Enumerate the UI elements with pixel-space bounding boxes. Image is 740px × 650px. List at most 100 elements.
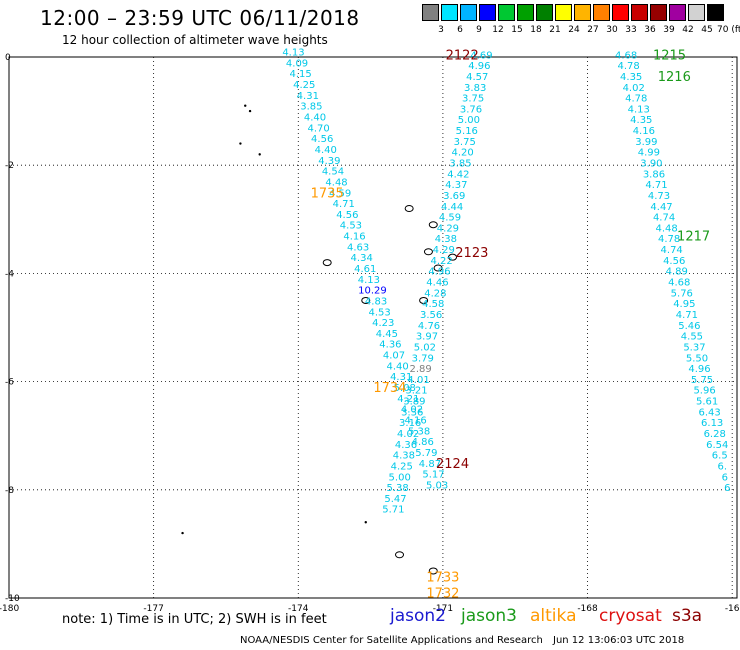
swh-value: 4.46	[426, 278, 448, 289]
swh-value: 4.28	[424, 288, 446, 299]
x-tick-label: -174	[288, 604, 309, 614]
scale-swatch	[517, 4, 534, 21]
swh-value: 6.	[718, 461, 728, 472]
island-marker	[239, 142, 242, 145]
swh-value: 5.03	[426, 480, 448, 491]
swh-value: 4.40	[304, 113, 326, 124]
island-marker	[244, 104, 247, 107]
swh-value: 4.38	[435, 234, 457, 245]
scale-swatch	[422, 4, 439, 21]
scale-label: 18	[530, 25, 542, 35]
swh-value: 4.16	[633, 126, 655, 137]
swh-value: 4.15	[290, 69, 312, 80]
y-tick-label: -10	[5, 594, 20, 604]
x-tick-label: -177	[143, 604, 163, 614]
swh-value: 4.07	[383, 351, 405, 362]
swh-value: 4.96	[468, 61, 490, 72]
swh-value: 4.58	[422, 299, 444, 310]
swh-value: 4.55	[681, 332, 703, 343]
swh-value: 5.00	[389, 472, 411, 483]
scale-label: 70 (ft)	[717, 25, 740, 35]
footer-note: note: 1) Time is in UTC; 2) SWH is in fe…	[62, 612, 327, 627]
swh-value: 4.56	[336, 210, 358, 221]
swh-value: 4.22	[430, 256, 452, 267]
swh-value: 4.45	[376, 329, 398, 340]
swh-value: 4.31	[297, 91, 319, 102]
legend-cryosat: cryosat	[599, 606, 662, 626]
swh-value: 4.37	[445, 180, 467, 191]
swh-value: 4.25	[391, 461, 413, 472]
swh-value: 4.31	[390, 372, 412, 383]
swh-value: 3.16	[399, 418, 421, 429]
swh-value: 3.75	[454, 137, 476, 148]
swh-value: 3.79	[412, 353, 434, 364]
swh-value: 6	[722, 472, 728, 483]
island-outline	[361, 296, 371, 304]
island-outline	[395, 551, 405, 559]
x-tick-label: -168	[577, 604, 598, 614]
scale-label: 36	[644, 25, 656, 35]
swh-value: 4.16	[343, 232, 365, 243]
y-tick-label: 0	[5, 53, 11, 63]
map-subtitle: 12 hour collection of altimeter wave hei…	[62, 33, 328, 47]
swh-value: 3.89	[403, 397, 425, 408]
scale-label: 9	[476, 25, 482, 35]
swh-value: 4.02	[401, 405, 423, 416]
swh-value: 5.16	[456, 126, 478, 137]
swh-value: 4.74	[661, 245, 683, 256]
swh-value: 5.96	[693, 386, 715, 397]
swh-value: 4.78	[625, 94, 647, 105]
swh-value: 5.76	[671, 288, 693, 299]
swh-value: 3.86	[643, 169, 665, 180]
scale-label: 27	[587, 25, 599, 35]
swh-value: 5.46	[678, 321, 700, 332]
track-label: 1733	[426, 570, 459, 585]
x-tick-label: -180	[0, 604, 19, 614]
swh-value: 3.83	[464, 83, 486, 94]
swh-value: 4.87	[419, 459, 441, 470]
swh-value: 4.39	[318, 156, 340, 167]
scale-label: 6	[457, 25, 463, 35]
scale-swatch	[688, 4, 705, 21]
swh-value: 4.74	[653, 213, 675, 224]
swh-value: 4.59	[439, 213, 461, 224]
swh-value: 4.83	[365, 296, 387, 307]
scale-swatch	[707, 4, 724, 21]
swh-value: 4.02	[623, 83, 645, 94]
swh-value: 3.36	[401, 407, 423, 418]
swh-value: 10.29	[358, 286, 387, 297]
swh-value: 5.47	[384, 494, 406, 505]
swh-value: 4.48	[655, 223, 677, 234]
island-marker	[248, 109, 252, 113]
swh-value: 4.53	[340, 221, 362, 232]
swh-value: 4.42	[447, 169, 469, 180]
island-outline	[428, 567, 438, 575]
scale-swatch	[460, 4, 477, 21]
swh-value: 3.76	[460, 104, 482, 115]
swh-value: 4.69	[470, 50, 492, 61]
swh-value: 4.40	[386, 361, 408, 372]
swh-value: 4.02	[397, 429, 419, 440]
scale-label: 30	[606, 25, 618, 35]
scale-swatch	[612, 4, 629, 21]
swh-value: 4.48	[325, 177, 347, 188]
swh-value: 4.61	[354, 264, 376, 275]
swh-value: 6.13	[701, 418, 723, 429]
swh-value: 5.61	[696, 397, 718, 408]
swh-value: 4.68	[668, 278, 690, 289]
scale-swatch	[441, 4, 458, 21]
scale-label: 21	[549, 25, 561, 35]
scale-swatch	[536, 4, 553, 21]
swh-value: 3.90	[640, 158, 662, 169]
track-label: 1217	[677, 230, 710, 245]
island-marker	[364, 521, 367, 524]
swh-value: 3.85	[300, 102, 322, 113]
scale-swatch	[650, 4, 667, 21]
swh-value: 5.50	[686, 353, 708, 364]
swh-value: 4.16	[404, 415, 426, 426]
swh-value: 3.56	[420, 310, 442, 321]
y-tick-label: -8	[5, 486, 14, 496]
swh-value: 3.97	[416, 332, 438, 343]
swh-value: 4.70	[307, 123, 329, 134]
track-label: 1215	[653, 48, 686, 63]
